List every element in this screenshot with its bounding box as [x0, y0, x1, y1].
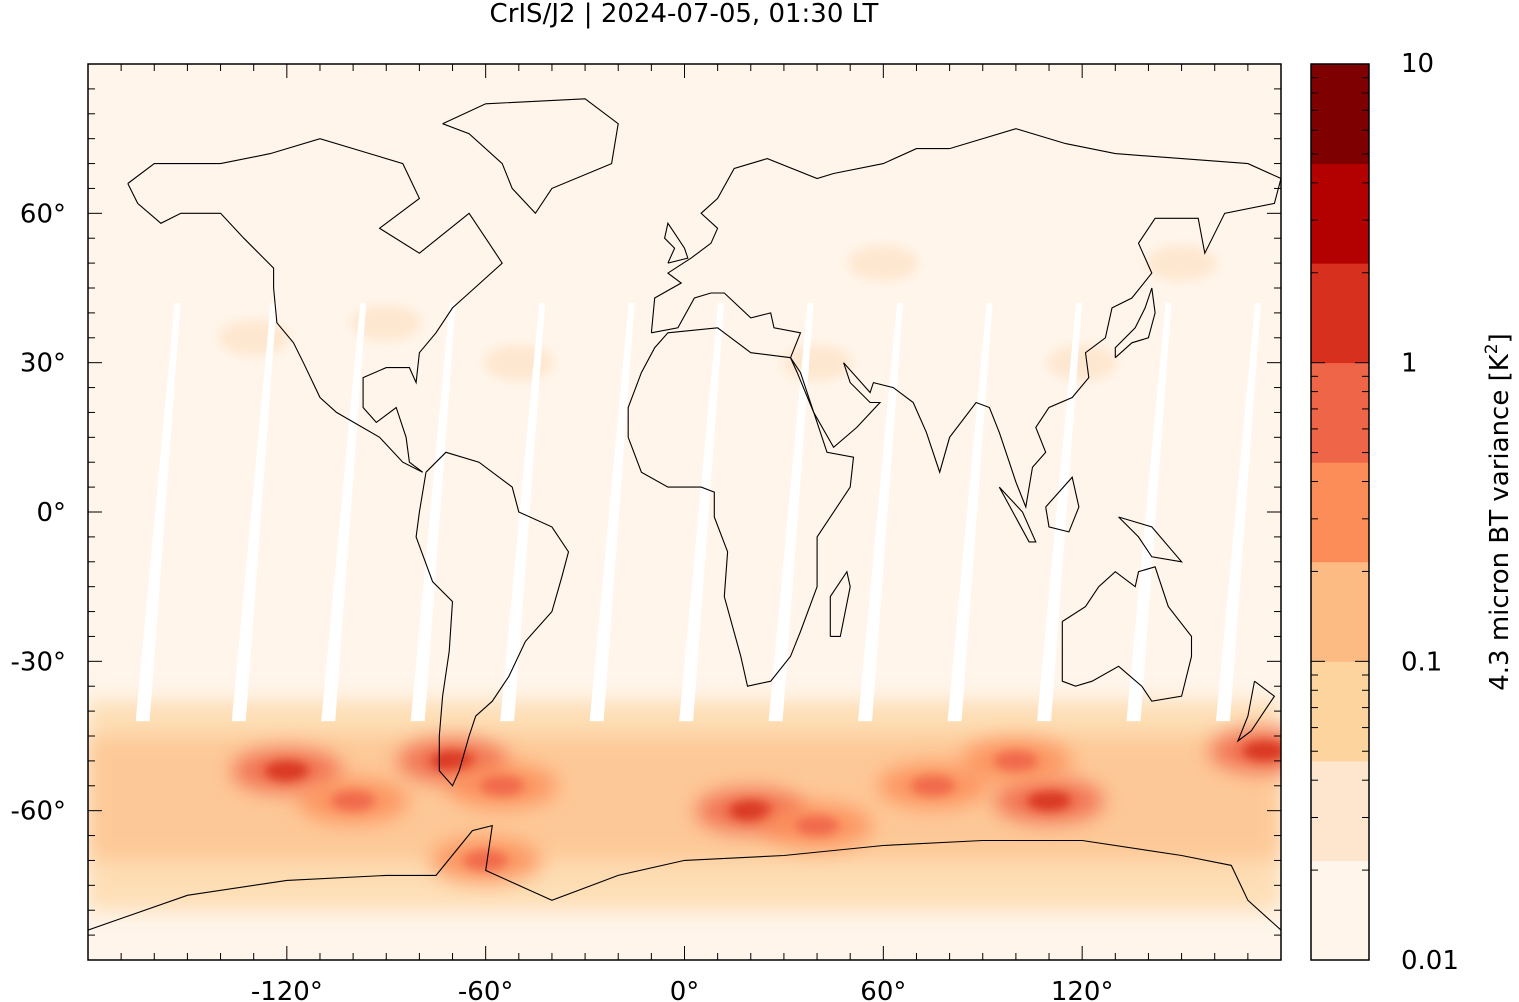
northern-patch	[351, 304, 422, 341]
coastline	[829, 570, 851, 637]
colorbar-label-text: 4.3 micron BT variance [K	[1485, 353, 1515, 691]
variance-peak	[795, 815, 840, 836]
swath-gap	[500, 302, 546, 722]
northern-patch	[1146, 245, 1217, 282]
variance-peak	[430, 750, 475, 771]
x-tick-label: 120°	[1051, 977, 1114, 1002]
northern-patch	[848, 245, 919, 282]
coastline	[1045, 476, 1080, 533]
coastline	[127, 138, 503, 473]
swath-gap	[947, 302, 993, 722]
chart-title: CrIS/J2 | 2024-07-05, 01:30 LT	[490, 0, 879, 29]
x-tick-label: -120°	[251, 977, 323, 1002]
colorbar-tick-labels: 10 1 0.1 0.01	[1401, 49, 1459, 976]
colorbar-segment	[1311, 362, 1369, 463]
coastline	[1114, 287, 1156, 359]
swath-gap	[768, 302, 814, 722]
colorbar-tick-label: 10	[1401, 49, 1434, 79]
colorbar-ticks	[1311, 77, 1369, 961]
coastline	[1061, 566, 1193, 702]
swath-gap	[135, 302, 181, 722]
colorbar	[1311, 64, 1369, 961]
coastline	[415, 451, 570, 787]
coastline	[663, 221, 689, 264]
northern-patch	[1047, 344, 1118, 381]
y-tick-label: 60°	[20, 199, 66, 229]
colorbar-label-end: ]	[1485, 333, 1515, 343]
colorbar-segment	[1311, 163, 1369, 264]
map-area	[88, 64, 1281, 960]
swath-gap	[231, 302, 277, 722]
variance-peak	[1242, 740, 1281, 761]
swath-gap	[679, 302, 725, 722]
colorbar-segment	[1311, 760, 1369, 861]
variance-peak	[480, 775, 525, 796]
swath-gap	[321, 302, 367, 722]
coastline	[650, 128, 1281, 510]
y-tick-label: 30°	[20, 349, 66, 379]
variance-peak	[728, 800, 773, 821]
y-tick-label: 0°	[36, 498, 66, 528]
x-tick-label: 60°	[860, 977, 906, 1002]
y-tick-label: -30°	[11, 647, 66, 677]
x-tick-labels: -120° -60° 0° 60° 120°	[251, 977, 1114, 1002]
swath-gap	[410, 302, 456, 722]
swath-gap	[1215, 302, 1261, 722]
variance-peak	[1027, 790, 1072, 811]
northern-patch	[483, 344, 554, 381]
variance-field	[88, 245, 1281, 911]
x-tick-label: -60°	[458, 977, 513, 1002]
map-ticks	[87, 63, 1282, 961]
colorbar-segment	[1311, 561, 1369, 662]
x-tick-label: 0°	[670, 977, 700, 1002]
swath-gap	[1037, 302, 1083, 722]
variance-peak	[331, 790, 376, 811]
colorbar-segment	[1311, 661, 1369, 762]
swath-gap	[858, 302, 904, 722]
colorbar-tick-label: 0.01	[1401, 946, 1459, 976]
coastline	[1236, 680, 1276, 743]
coastline	[998, 486, 1037, 543]
colorbar-segment	[1311, 64, 1369, 165]
swath-gap	[1126, 302, 1172, 722]
variance-peak	[463, 850, 508, 871]
variance-peak	[993, 750, 1038, 771]
swath-gaps	[135, 302, 1261, 722]
colorbar-frame	[1310, 63, 1370, 961]
colorbar-segment	[1311, 860, 1369, 961]
y-tick-labels: 60° 30° 0° -30° -60°	[11, 199, 66, 826]
colorbar-tick-label: 0.1	[1401, 647, 1442, 677]
coastline	[1118, 516, 1183, 563]
colorbar-label-sup: 2	[1482, 343, 1502, 354]
colorbar-label: 4.3 micron BT variance [K2]	[1482, 333, 1515, 691]
colorbar-segment	[1311, 263, 1369, 364]
variance-peak	[264, 760, 309, 781]
colorbar-tick-label: 1	[1401, 349, 1418, 379]
variance-peak	[911, 775, 956, 796]
colorbar-segment	[1311, 462, 1369, 563]
coastlines	[88, 98, 1281, 931]
swath-gap	[589, 302, 635, 722]
y-tick-label: -60°	[11, 797, 66, 827]
coastline	[627, 327, 855, 687]
coastline	[88, 824, 1281, 931]
coastline	[442, 98, 619, 215]
